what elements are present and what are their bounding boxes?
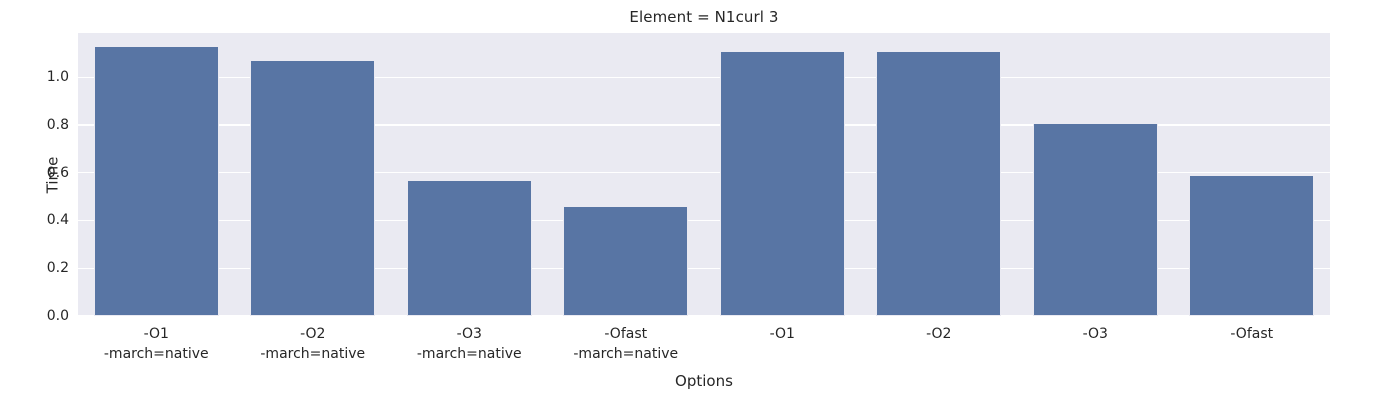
x-tick-line-1: -O3 [1082, 326, 1108, 342]
y-tick-label: 1.0 [46, 69, 69, 86]
gridline [78, 172, 1330, 174]
x-tick-label: -Ofast -march=native [573, 324, 678, 365]
y-axis-label: Time [43, 156, 62, 193]
plot-area: 0.0 0.2 0.4 0.6 0.8 1.0 -O1 -march=native -O2 -m… [43, 33, 1330, 362]
y-tick-label: 0.6 [46, 164, 69, 181]
y-tick-label: 0.2 [46, 260, 69, 277]
gridline [78, 315, 1330, 317]
gridline [78, 76, 1330, 78]
x-tick-line-2: -march=native [573, 346, 679, 363]
x-tick-line-2: -march=native [416, 346, 522, 363]
bar [406, 179, 532, 316]
x-tick-line-1: -O2 [300, 326, 326, 342]
x-tick-label: -Ofast [1230, 324, 1273, 344]
bar [250, 60, 376, 316]
x-tick-line-1: -O1 [769, 326, 795, 342]
gridline [78, 219, 1330, 222]
x-tick-line-1: -O3 [456, 326, 482, 342]
x-tick-label: -O1 -march=native [104, 324, 209, 365]
x-tick-line-2: -march=native [260, 346, 366, 363]
bar [1032, 122, 1158, 316]
bar [563, 206, 689, 316]
x-tick-label: -O2 [926, 324, 951, 344]
y-tick-label: 0.8 [46, 116, 69, 133]
bar [1189, 175, 1315, 316]
x-tick-label: -O2 -march=native [260, 324, 365, 365]
bar [876, 50, 1002, 316]
gridline [78, 124, 1330, 126]
bar [719, 50, 845, 316]
x-tick-line-1: -O1 [143, 326, 169, 342]
y-tick-label: 0.4 [46, 212, 69, 229]
x-tick-line-1: -Ofast [604, 326, 648, 342]
x-tick-line-1: -Ofast [1230, 326, 1274, 342]
x-tick-label: -O3 -march=native [417, 324, 522, 365]
x-axis-label: Options [675, 372, 733, 390]
chart-title: Element = N1curl 3 [629, 8, 779, 26]
x-tick-label: -O1 [770, 324, 795, 344]
gridline [78, 267, 1330, 269]
bar [93, 46, 219, 316]
x-tick-line-2: -march=native [103, 346, 209, 363]
x-tick-line-1: -O2 [926, 326, 952, 342]
y-tick-label: 0.0 [46, 308, 69, 324]
x-tick-label: -O3 [1083, 324, 1108, 344]
